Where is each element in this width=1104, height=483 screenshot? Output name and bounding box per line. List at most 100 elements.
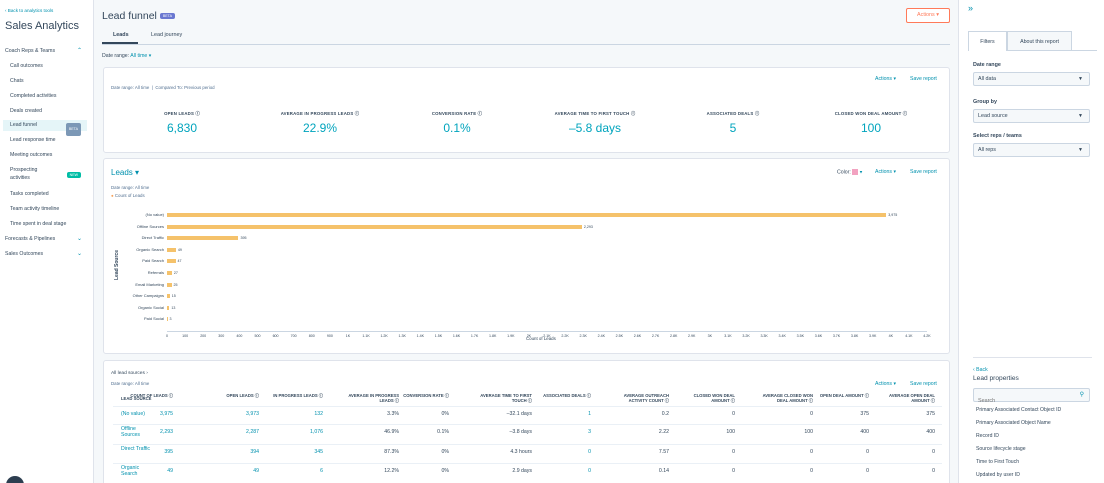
bar[interactable]: [167, 271, 172, 275]
lead-source-link[interactable]: Offline Sources: [121, 426, 141, 438]
summary-save-report[interactable]: Save report: [910, 76, 937, 82]
date-range-select[interactable]: All data ▼: [973, 72, 1090, 86]
table-cell[interactable]: 6: [320, 468, 323, 474]
property-item[interactable]: Updated by user ID: [976, 472, 1020, 478]
property-item[interactable]: Primary Associated Object Name: [976, 420, 1051, 426]
column-header[interactable]: OPEN DEAL AMOUNT ⓘ: [819, 393, 869, 398]
bar[interactable]: [167, 236, 239, 241]
property-item[interactable]: Record ID: [976, 433, 999, 439]
table-cell[interactable]: 3: [588, 429, 591, 435]
reps-teams-select[interactable]: All reps ▼: [973, 143, 1090, 157]
tab-leads[interactable]: Leads: [113, 32, 129, 38]
kpi-value[interactable]: 0.1%: [443, 121, 471, 135]
table-cell[interactable]: 2,287: [246, 429, 259, 435]
table-cell[interactable]: 132: [314, 411, 323, 417]
bar[interactable]: [167, 213, 887, 217]
table-cell[interactable]: 2,293: [160, 429, 173, 435]
column-header[interactable]: ASSOCIATED DEALS ⓘ: [543, 393, 591, 398]
bar[interactable]: [167, 305, 170, 310]
actions-button[interactable]: Actions ▾: [906, 8, 950, 23]
property-item[interactable]: Time to First Touch: [976, 459, 1020, 465]
sidebar-item-time-in-deal-stage[interactable]: Time spent in deal stage: [10, 221, 67, 227]
column-header[interactable]: AVERAGE OPEN DEAL AMOUNT ⓘ: [889, 393, 935, 403]
chart-actions[interactable]: Actions ▾: [875, 169, 897, 175]
table-actions[interactable]: Actions ▾: [875, 381, 897, 387]
bar[interactable]: [167, 224, 582, 229]
column-header[interactable]: AVERAGE IN PROGRESS LEADS ⓘ: [348, 393, 399, 403]
date-range-value[interactable]: All time ▾: [130, 53, 152, 59]
sidebar-item-meeting-outcomes[interactable]: Meeting outcomes: [10, 152, 53, 158]
lead-source-link[interactable]: Organic Search: [121, 465, 140, 477]
table-cell[interactable]: 345: [314, 449, 323, 455]
table-cell[interactable]: 0: [588, 468, 591, 474]
column-header[interactable]: COUNT OF LEADS ⓘ: [130, 393, 173, 398]
sidebar-item-chats[interactable]: Chats: [10, 78, 24, 84]
bar[interactable]: [167, 294, 170, 299]
column-header[interactable]: CLOSED WON DEAL AMOUNT ⓘ: [693, 393, 735, 403]
sidebar-item-lead-response-time[interactable]: Lead response time: [10, 137, 56, 143]
table-cell[interactable]: 1,076: [310, 429, 323, 435]
sidebar-item-team-activity-timeline[interactable]: Team activity timeline: [10, 206, 60, 212]
bar[interactable]: [167, 317, 168, 322]
table-cell[interactable]: 49: [167, 468, 173, 474]
sidebar-item-prospecting-activities[interactable]: Prospecting activities: [10, 166, 50, 182]
help-avatar[interactable]: [6, 476, 24, 483]
table-cell[interactable]: 0: [588, 449, 591, 455]
table-cell[interactable]: 49: [253, 468, 259, 474]
compared-text: Compared To: Previous period: [155, 85, 215, 90]
sidebar-item-lead-funnel[interactable]: Lead funnel BETA: [3, 120, 87, 136]
column-header[interactable]: AVERAGE TIME TO FIRST TOUCH ⓘ: [480, 393, 532, 403]
section-coach-reps[interactable]: Coach Reps & Teams ⌃: [5, 48, 85, 54]
kpi-value[interactable]: –5.8 days: [568, 121, 622, 135]
summary-actions[interactable]: Actions ▾: [875, 76, 897, 82]
lead-source-link[interactable]: (No value): [121, 411, 145, 417]
column-header[interactable]: AVERAGE OUTREACH ACTIVITY COUNT ⓘ: [623, 393, 669, 403]
chart-title-dropdown[interactable]: Leads ▾: [111, 168, 140, 177]
section-sales-outcomes[interactable]: Sales Outcomes ⌄: [5, 251, 85, 257]
color-picker[interactable]: Color: ▾: [837, 169, 862, 175]
column-header[interactable]: IN PROGRESS LEADS ⓘ: [273, 393, 323, 398]
table-cell[interactable]: 394: [250, 449, 259, 455]
tab-filters[interactable]: Filters: [968, 31, 1007, 51]
property-item[interactable]: Primary Associated Contact Object ID: [976, 407, 1062, 413]
collapse-panel-icon[interactable]: »: [968, 3, 974, 13]
lead-source-link[interactable]: Direct Traffic: [121, 446, 151, 452]
column-header[interactable]: CONVERSION RATE ⓘ: [403, 393, 449, 398]
breadcrumb[interactable]: All lead sources ›: [111, 371, 148, 376]
group-by-select[interactable]: Lead source ▼: [973, 109, 1090, 123]
kpi-value[interactable]: 22.9%: [302, 121, 338, 135]
bar[interactable]: [167, 247, 176, 252]
tab-lead-journey[interactable]: Lead journey: [151, 32, 183, 38]
date-range-filter[interactable]: Date range: All time ▾: [102, 53, 151, 59]
property-search[interactable]: ⚲: [973, 388, 1090, 407]
summary-date-range: Date range: All time | Compared To: Prev…: [111, 85, 215, 90]
kpi-value[interactable]: 6,830: [166, 121, 198, 135]
property-item[interactable]: Source lifecycle stage: [976, 446, 1026, 452]
table-cell[interactable]: 395: [164, 449, 173, 455]
x-tick-label: 3.1K: [724, 334, 732, 338]
x-tick-label: 100: [182, 334, 189, 338]
chart-save-report[interactable]: Save report: [910, 169, 937, 175]
x-tick-label: 3.8K: [850, 334, 859, 338]
sidebar-item-completed-activities[interactable]: Completed activities: [10, 93, 57, 99]
bar[interactable]: [167, 282, 172, 287]
tab-about-report[interactable]: About this report: [1007, 31, 1072, 51]
back-to-analytics-link[interactable]: ‹ Back to analytics tools: [5, 8, 54, 13]
kpi-value[interactable]: 5: [729, 121, 737, 135]
table-cell[interactable]: 3,975: [160, 411, 173, 417]
back-link[interactable]: ‹ Back: [973, 367, 988, 373]
column-header[interactable]: AVERAGE CLOSED WON DEAL AMOUNT ⓘ: [762, 393, 813, 403]
sidebar-item-tasks-completed[interactable]: Tasks completed: [10, 191, 49, 197]
table-cell[interactable]: 3,973: [246, 411, 259, 417]
search-input[interactable]: [974, 395, 1069, 407]
table-save-report[interactable]: Save report: [910, 381, 937, 387]
sidebar-item-deals-created[interactable]: Deals created: [10, 108, 43, 114]
kpi-value[interactable]: 100: [860, 121, 882, 135]
column-header[interactable]: OPEN LEADS ⓘ: [226, 393, 259, 398]
table-cell[interactable]: 1: [588, 411, 591, 417]
sidebar-item-call-outcomes[interactable]: Call outcomes: [10, 63, 43, 69]
column-header[interactable]: LEAD SOURCE: [121, 396, 152, 401]
section-forecasts[interactable]: Forecasts & Pipelines ⌄: [5, 236, 85, 242]
bar[interactable]: [167, 259, 176, 264]
sidebar-title: Sales Analytics: [5, 20, 79, 32]
